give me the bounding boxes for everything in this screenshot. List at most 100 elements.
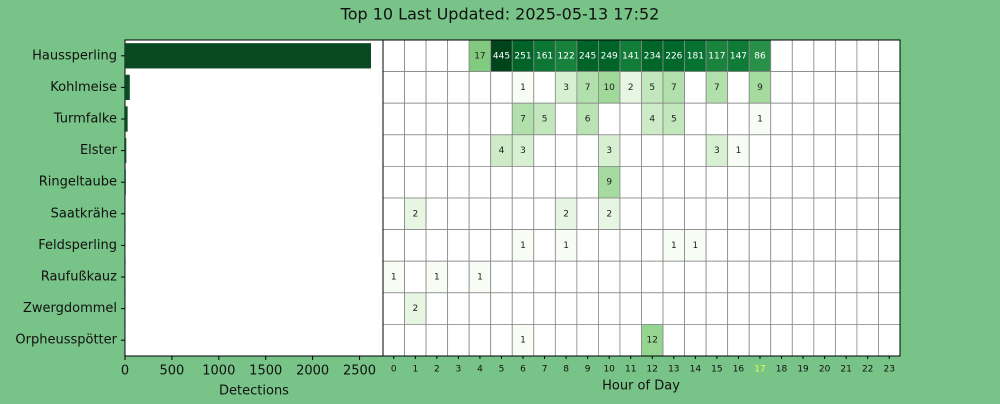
x-axis-label: Hour of Day bbox=[602, 379, 680, 394]
cell-empty bbox=[771, 198, 793, 230]
cell-empty bbox=[878, 324, 900, 356]
cell-empty bbox=[642, 230, 664, 262]
cell-empty bbox=[878, 293, 900, 325]
cell-empty bbox=[749, 166, 771, 198]
x-tick-label: 19 bbox=[797, 365, 809, 375]
cell-empty bbox=[534, 261, 556, 293]
x-tick-label: 10 bbox=[603, 365, 615, 375]
cell-empty bbox=[685, 324, 707, 356]
cell-label: 7 bbox=[520, 115, 526, 125]
cell-label: 2 bbox=[412, 209, 418, 219]
cell-empty bbox=[512, 293, 534, 325]
x-tick-label: 8 bbox=[563, 365, 569, 375]
cell-empty bbox=[620, 261, 642, 293]
cell-empty bbox=[469, 166, 491, 198]
cell-empty bbox=[792, 261, 814, 293]
cell-empty bbox=[663, 135, 685, 167]
y-tick-label: Zwergdommel bbox=[23, 301, 117, 316]
x-tick-label: 13 bbox=[668, 365, 679, 375]
cell-label: 9 bbox=[757, 83, 763, 93]
cell-empty bbox=[835, 324, 857, 356]
cell-empty bbox=[814, 72, 836, 104]
y-tick-label: Elster bbox=[80, 143, 118, 158]
cell-empty bbox=[534, 198, 556, 230]
cell-label: 2 bbox=[412, 304, 418, 314]
cell-empty bbox=[685, 293, 707, 325]
cell-empty bbox=[857, 230, 879, 262]
cell-empty bbox=[771, 324, 793, 356]
x-tick-label: 11 bbox=[625, 365, 636, 375]
x-tick-label: 5 bbox=[499, 365, 505, 375]
cell-empty bbox=[685, 198, 707, 230]
cell-empty bbox=[878, 135, 900, 167]
cell-empty bbox=[814, 293, 836, 325]
cell-empty bbox=[792, 166, 814, 198]
cell-label: 245 bbox=[579, 51, 596, 61]
cell-label: 2 bbox=[628, 83, 634, 93]
cell-empty bbox=[749, 261, 771, 293]
plot-area bbox=[125, 40, 383, 356]
cell-empty bbox=[663, 293, 685, 325]
cell-label: 4 bbox=[649, 115, 655, 125]
cell-empty bbox=[491, 103, 513, 135]
cell-empty bbox=[706, 293, 728, 325]
cell-empty bbox=[857, 261, 879, 293]
cell-label: 1 bbox=[391, 273, 397, 283]
cell-empty bbox=[383, 103, 405, 135]
cell-empty bbox=[620, 198, 642, 230]
cell-label: 251 bbox=[514, 51, 531, 61]
cell-empty bbox=[749, 230, 771, 262]
cell-empty bbox=[857, 166, 879, 198]
cell-empty bbox=[426, 135, 448, 167]
cell-empty bbox=[469, 324, 491, 356]
bar bbox=[125, 106, 128, 131]
cell-empty bbox=[835, 40, 857, 72]
cell-empty bbox=[448, 135, 470, 167]
cell-label: 1 bbox=[520, 241, 526, 251]
y-tick-label: Kohlmeise bbox=[50, 80, 117, 95]
cell-empty bbox=[555, 166, 577, 198]
cell-empty bbox=[448, 72, 470, 104]
cell-empty bbox=[706, 230, 728, 262]
cell-empty bbox=[426, 293, 448, 325]
cell-empty bbox=[598, 103, 620, 135]
cell-empty bbox=[792, 103, 814, 135]
cell-empty bbox=[792, 293, 814, 325]
cell-empty bbox=[749, 324, 771, 356]
cell-empty bbox=[792, 135, 814, 167]
cell-empty bbox=[771, 261, 793, 293]
cell-empty bbox=[383, 324, 405, 356]
cell-empty bbox=[512, 166, 534, 198]
cell-label: 7 bbox=[714, 83, 720, 93]
y-tick-label: Feldsperling bbox=[38, 238, 117, 253]
cell-empty bbox=[405, 230, 427, 262]
cell-empty bbox=[383, 293, 405, 325]
y-tick-label: Ringeltaube bbox=[39, 175, 117, 190]
cell-empty bbox=[491, 293, 513, 325]
cell-empty bbox=[555, 103, 577, 135]
cell-empty bbox=[663, 324, 685, 356]
cell-empty bbox=[642, 261, 664, 293]
cell-empty bbox=[534, 293, 556, 325]
cell-empty bbox=[878, 103, 900, 135]
cell-label: 122 bbox=[558, 51, 575, 61]
cell-empty bbox=[878, 198, 900, 230]
cell-empty bbox=[706, 198, 728, 230]
x-tick-label: 2500 bbox=[343, 364, 376, 379]
cell-empty bbox=[534, 230, 556, 262]
cell-label: 445 bbox=[493, 51, 510, 61]
cell-empty bbox=[534, 72, 556, 104]
cell-empty bbox=[491, 72, 513, 104]
cell-label: 86 bbox=[754, 51, 766, 61]
cell-label: 2 bbox=[563, 209, 569, 219]
cell-empty bbox=[728, 324, 750, 356]
x-tick-label: 1500 bbox=[249, 364, 282, 379]
y-tick-label: Saatkrähe bbox=[51, 206, 117, 221]
cell-empty bbox=[685, 166, 707, 198]
cell-empty bbox=[771, 166, 793, 198]
cell-empty bbox=[835, 72, 857, 104]
cell-empty bbox=[857, 293, 879, 325]
cell-label: 234 bbox=[644, 51, 661, 61]
cell-empty bbox=[534, 166, 556, 198]
cell-label: 161 bbox=[536, 51, 553, 61]
